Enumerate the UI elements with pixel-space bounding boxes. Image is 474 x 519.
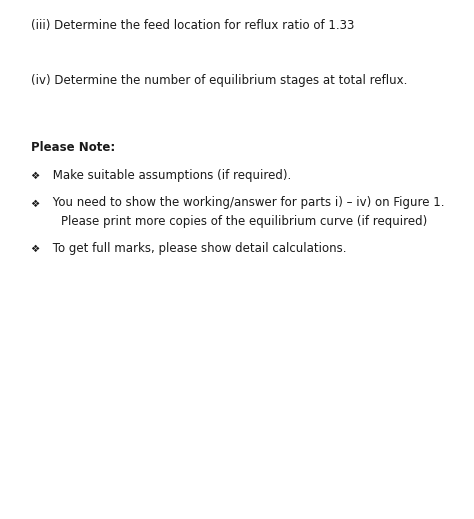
Text: ❖: ❖	[30, 171, 40, 181]
Text: (iii) Determine the feed location for reflux ratio of 1.33: (iii) Determine the feed location for re…	[30, 19, 354, 32]
Text: Please print more copies of the equilibrium curve (if required): Please print more copies of the equilibr…	[61, 214, 428, 227]
Text: You need to show the working/answer for parts i) – iv) on Figure 1.: You need to show the working/answer for …	[49, 197, 444, 210]
Text: Make suitable assumptions (if required).: Make suitable assumptions (if required).	[49, 169, 291, 182]
Text: ❖: ❖	[30, 198, 40, 209]
Text: Please Note:: Please Note:	[30, 141, 115, 154]
Text: (iv) Determine the number of equilibrium stages at total reflux.: (iv) Determine the number of equilibrium…	[30, 74, 407, 87]
Text: ❖: ❖	[30, 244, 40, 254]
Text: To get full marks, please show detail calculations.: To get full marks, please show detail ca…	[49, 242, 346, 255]
